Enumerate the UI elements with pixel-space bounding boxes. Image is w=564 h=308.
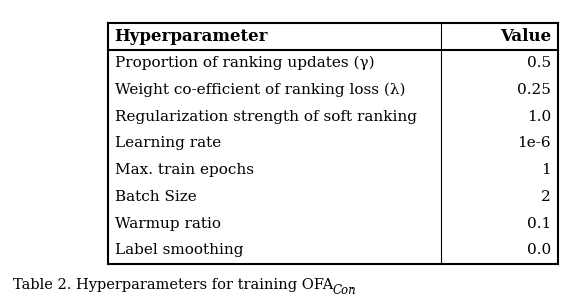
Text: Hyperparameter: Hyperparameter: [114, 28, 268, 45]
Text: 0.1: 0.1: [527, 217, 551, 231]
Text: .: .: [350, 278, 355, 292]
Text: 0.0: 0.0: [527, 244, 551, 257]
Text: 0.5: 0.5: [527, 56, 551, 70]
Text: Label smoothing: Label smoothing: [114, 244, 243, 257]
Text: Con: Con: [333, 284, 356, 297]
Text: Regularization strength of soft ranking: Regularization strength of soft ranking: [114, 110, 417, 124]
Text: Weight co-efficient of ranking loss (λ): Weight co-efficient of ranking loss (λ): [114, 83, 405, 97]
Text: 1.0: 1.0: [527, 110, 551, 124]
Text: Batch Size: Batch Size: [114, 190, 196, 204]
Text: Warmup ratio: Warmup ratio: [114, 217, 221, 231]
Text: 1: 1: [541, 163, 551, 177]
Text: Table 2. Hyperparameters for training OFA: Table 2. Hyperparameters for training OF…: [12, 278, 333, 292]
Text: 2: 2: [541, 190, 551, 204]
Text: Max. train epochs: Max. train epochs: [114, 163, 254, 177]
Text: Value: Value: [500, 28, 551, 45]
Text: Proportion of ranking updates (γ): Proportion of ranking updates (γ): [114, 56, 374, 70]
Text: 0.25: 0.25: [517, 83, 551, 97]
Text: 1e-6: 1e-6: [518, 136, 551, 150]
Text: Learning rate: Learning rate: [114, 136, 221, 150]
